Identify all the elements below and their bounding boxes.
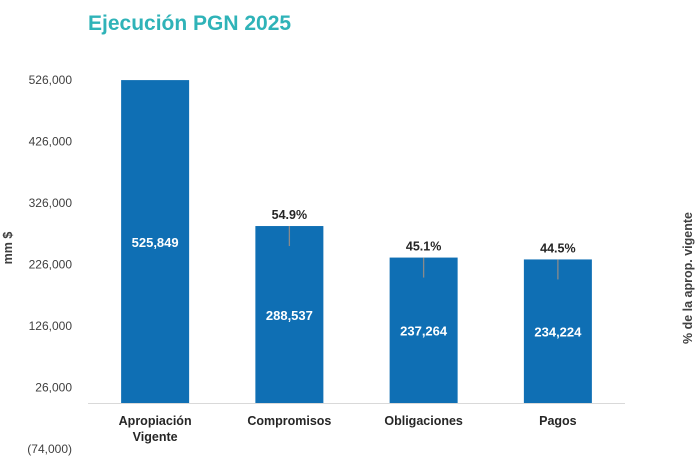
bars-group: 525,849 288,537 54.9% 237,264 45.1% 234,224 44… — [121, 80, 592, 404]
chart-title: Ejecución PGN 2025 — [88, 12, 292, 35]
y-tick-label: (74,000) — [27, 442, 72, 456]
y-tick-label: 26,000 — [35, 381, 72, 395]
x-category-label: Compromisos — [247, 414, 331, 428]
x-category-label: Pagos — [539, 414, 577, 428]
x-category-label: Apropiación — [119, 414, 192, 428]
x-category-label: Vigente — [133, 430, 178, 444]
bar — [389, 257, 458, 404]
percent-label: 54.9% — [272, 208, 307, 222]
y-tick-label: 226,000 — [29, 258, 73, 272]
bar-value-label: 288,537 — [266, 308, 313, 323]
y-tick-label: 426,000 — [29, 135, 73, 149]
secondary-axis-title: % de la aprop. vigente — [681, 212, 695, 344]
y-axis-title: mm $ — [1, 232, 15, 265]
x-axis: Apropiación Vigente Compromisos Obligacione… — [88, 402, 625, 444]
bar-value-label: 234,224 — [534, 324, 582, 339]
percent-label: 45.1% — [406, 240, 441, 254]
percent-label: 44.5% — [540, 241, 575, 255]
bar-value-label: 237,264 — [400, 324, 448, 339]
bar — [255, 226, 324, 404]
bar-value-label: 525,849 — [132, 235, 179, 250]
y-tick-label: 326,000 — [29, 196, 73, 210]
y-tick-label: 526,000 — [29, 73, 73, 87]
y-axis: 526,000 426,000 326,000 226,000 126,000 26,00… — [27, 73, 72, 456]
y-tick-label: 126,000 — [29, 319, 73, 333]
x-category-label: Obligaciones — [384, 414, 463, 428]
bar — [523, 259, 592, 404]
bar — [121, 80, 190, 404]
